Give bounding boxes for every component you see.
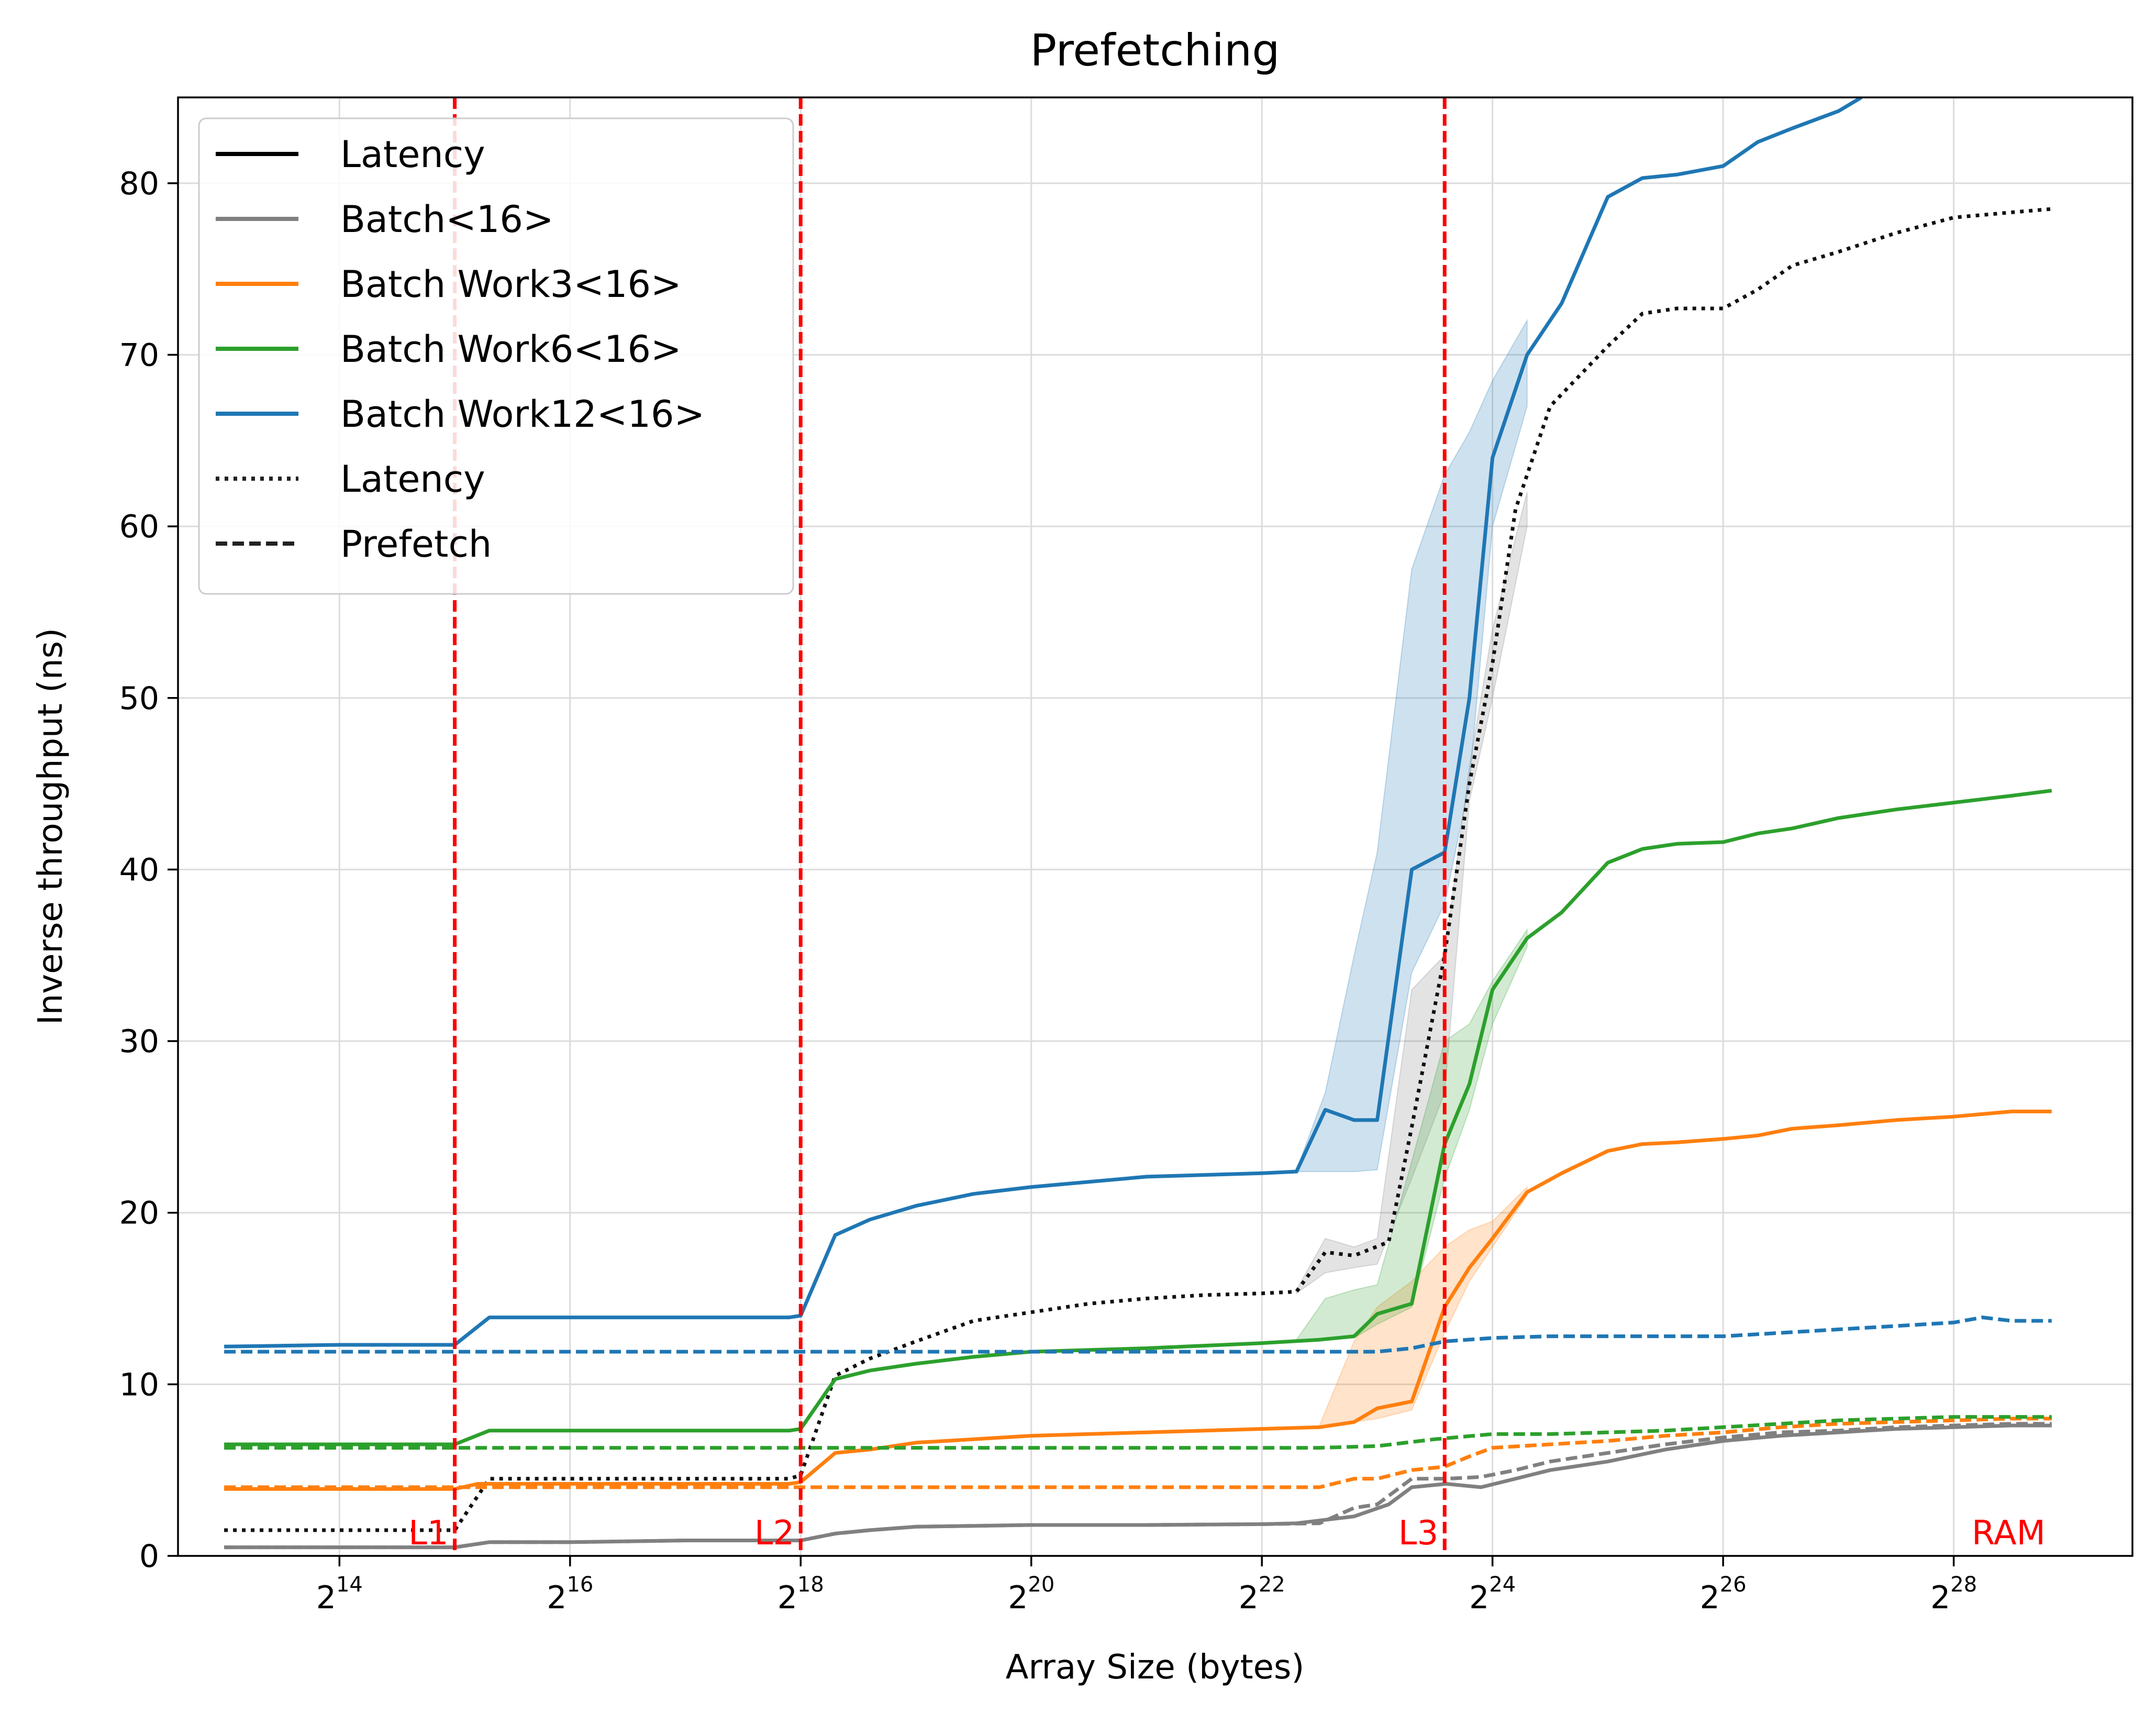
legend-label: Batch Work6<16>	[340, 328, 682, 371]
y-tick-label: 40	[119, 852, 159, 888]
cache-label: RAM	[1972, 1514, 2046, 1553]
y-tick-label: 80	[119, 165, 159, 202]
legend: Latency Batch<16> Batch Work3<16> Batch Wor…	[198, 117, 794, 595]
series-line	[224, 207, 2052, 1532]
confidence-band	[1296, 318, 1528, 1173]
series-line	[224, 97, 1863, 1349]
x-axis-label: Array Size (bytes)	[1006, 1648, 1305, 1687]
plot-frame	[177, 96, 2133, 1557]
y-tick-label: 30	[119, 1023, 159, 1060]
series-line	[224, 1109, 2052, 1491]
legend-label: Batch Work12<16>	[340, 393, 705, 436]
series-line	[224, 1415, 2052, 1450]
y-tick-label: 70	[119, 337, 159, 373]
y-tick-label: 60	[119, 509, 159, 545]
legend-label: Latency	[340, 458, 485, 501]
y-tick-label: 50	[119, 680, 159, 717]
y-tick-label: 20	[119, 1195, 159, 1232]
chart-title: Prefetching	[1030, 25, 1280, 76]
x-tick-label: 220	[1008, 1573, 1054, 1616]
x-tick-label: 228	[1930, 1573, 1977, 1616]
confidence-band	[1319, 1186, 1528, 1428]
y-axis-label: Inverse throughput (ns)	[31, 628, 70, 1025]
series-line	[224, 1422, 2052, 1550]
legend-box	[198, 117, 794, 595]
series-line	[224, 1316, 2052, 1354]
legend-label: Latency	[340, 133, 485, 176]
series-line	[224, 789, 2052, 1446]
legend-label: Batch Work3<16>	[340, 263, 682, 306]
cache-label: L2	[754, 1514, 794, 1553]
x-tick-label: 216	[547, 1573, 593, 1616]
cache-boundaries: L1 L2 L3 RAM	[408, 97, 2046, 1556]
x-tick-label: 218	[777, 1573, 824, 1616]
x-tick-label: 214	[316, 1573, 363, 1616]
legend-label: Prefetch	[340, 523, 492, 566]
x-tick-label: 226	[1700, 1573, 1747, 1616]
y-axis-ticks: 0 10 20 30 40 50 60 70 80	[119, 165, 178, 1575]
confidence-bands	[1296, 318, 1528, 1428]
cache-label: L1	[408, 1514, 448, 1553]
x-tick-label: 222	[1239, 1573, 1285, 1616]
series-lines	[224, 97, 2052, 1550]
series-line	[224, 1417, 2052, 1489]
x-axis-ticks: 214 216 218 220 222 224 226 228	[316, 1556, 1977, 1616]
legend-label: Batch<16>	[340, 198, 554, 241]
y-tick-label: 10	[119, 1366, 159, 1403]
cache-label: L3	[1398, 1514, 1438, 1553]
y-tick-label: 0	[139, 1538, 159, 1575]
x-tick-label: 224	[1469, 1573, 1516, 1616]
